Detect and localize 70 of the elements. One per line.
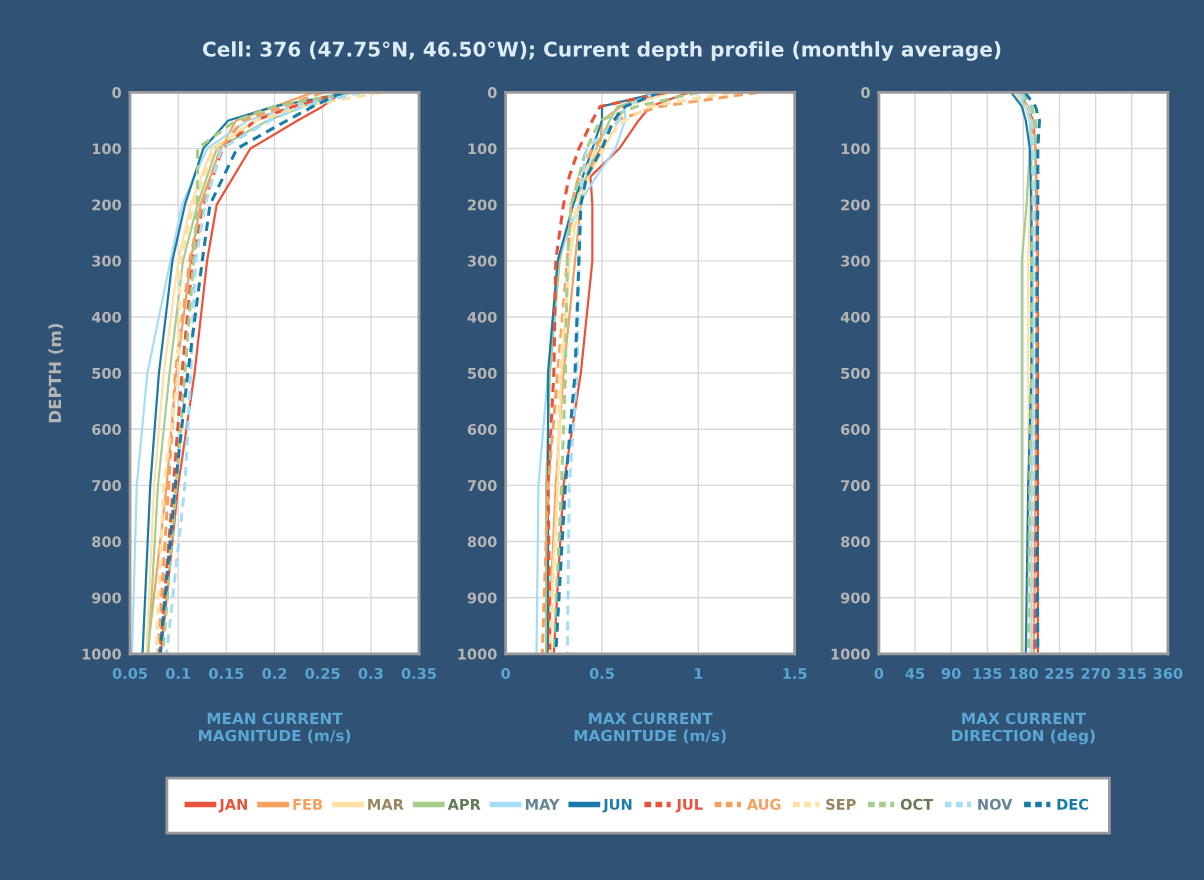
y-tick-label: 900 (467, 592, 497, 604)
legend-label: SEP (826, 798, 856, 810)
y-tick-label: 400 (467, 311, 497, 323)
x-tick-label: 315 (1117, 667, 1146, 680)
y-tick-label: 400 (91, 311, 121, 323)
y-tick-label: 300 (467, 255, 497, 267)
x-tick-label: 0 (501, 667, 511, 680)
y-tick-label: 200 (468, 199, 497, 211)
y-axis-title: DEPTH (m) (48, 323, 64, 423)
legend-label: JUN (602, 799, 632, 813)
x-tick-label: 0.2 (262, 667, 287, 680)
x-axis-title: MAX CURRENT MAGNITUDE (m/s) (574, 712, 726, 744)
y-tick-label: 400 (840, 311, 870, 323)
y-tick-label: 900 (840, 592, 870, 604)
y-tick-label: 600 (841, 423, 870, 436)
x-tick-label: 135 (973, 667, 1002, 680)
y-tick-label: 300 (841, 255, 870, 267)
y-tick-label: 100 (841, 143, 870, 155)
y-tick-label: 500 (468, 367, 497, 379)
x-tick-label: 1.5 (783, 668, 807, 680)
x-tick-label: 0.35 (401, 667, 436, 680)
legend-label: JAN (218, 799, 247, 813)
legend-label: OCT (900, 798, 934, 810)
x-tick-label: 270 (1081, 667, 1111, 680)
y-tick-label: 800 (92, 536, 121, 548)
x-tick-label: 0.15 (209, 667, 244, 680)
legend-label: DEC (1057, 798, 1088, 810)
y-tick-label: 500 (841, 367, 870, 379)
x-tick-label: 45 (905, 668, 925, 680)
y-tick-label: 200 (92, 199, 121, 211)
legend-label: MAY (525, 799, 560, 810)
x-tick-label: 90 (941, 667, 961, 680)
x-tick-label: 180 (1009, 667, 1038, 680)
x-tick-label: 0.1 (165, 667, 191, 680)
y-tick-label: 700 (92, 480, 121, 492)
text: Cell: 376 (47.75°N, 46.50°W); Current depth profile (monthly average) (202, 41, 1001, 61)
y-tick-label: 1000 (82, 648, 121, 660)
y-tick-label: 800 (841, 536, 870, 548)
y-tick-label: 300 (92, 255, 121, 267)
x-tick-label: 225 (1045, 667, 1074, 680)
legend-label: MAR (368, 799, 404, 810)
y-tick-label: 700 (841, 480, 870, 492)
y-tick-label: 700 (467, 480, 497, 492)
y-tick-label: 500 (92, 367, 121, 379)
legend-label: FEB (293, 799, 323, 810)
legend-label: NOV (978, 798, 1013, 810)
y-tick-label: 600 (92, 423, 121, 436)
y-tick-label: 100 (92, 143, 121, 155)
y-tick-label: 900 (92, 592, 121, 604)
y-tick-label: 0 (487, 87, 497, 99)
x-tick-label: 0.3 (358, 667, 383, 680)
y-tick-label: 600 (467, 423, 497, 436)
y-tick-label: 200 (841, 199, 870, 211)
y-tick-label: 1000 (831, 648, 870, 660)
x-axis-title: MEAN CURRENT MAGNITUDE (m/s) (198, 712, 351, 744)
y-tick-label: 800 (467, 536, 497, 548)
x-tick-label: 0.05 (112, 667, 147, 680)
y-tick-label: 100 (468, 143, 497, 155)
x-tick-label: 0.25 (305, 667, 340, 680)
x-tick-label: 0.5 (589, 667, 614, 680)
legend-label: AUG (746, 798, 781, 810)
y-tick-label: 0 (861, 87, 870, 99)
x-tick-label: 360 (1153, 667, 1183, 680)
y-tick-label: 1000 (458, 648, 497, 660)
y-tick-label: 0 (112, 87, 121, 99)
x-tick-label: 0 (874, 667, 884, 680)
x-axis-title: MAX CURRENT DIRECTION (deg) (952, 712, 1095, 745)
legend-label: APR (447, 799, 481, 810)
x-tick-label: 1 (694, 668, 703, 679)
legend-label: JUL (675, 799, 703, 813)
